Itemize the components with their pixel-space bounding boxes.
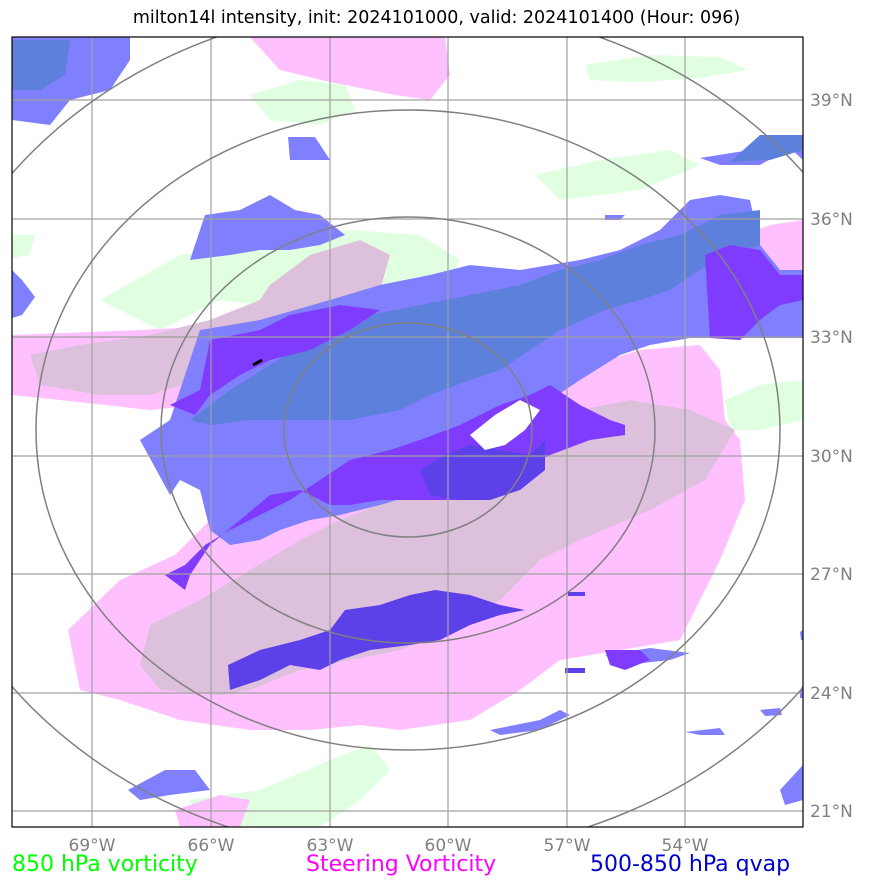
lat-label: 21°N [810,802,853,822]
clear-patch [470,400,540,450]
distance-rings [12,37,803,827]
lat-label: 27°N [810,565,853,585]
lon-label: 66°W [188,836,235,856]
storm-track-marker [252,358,263,367]
lon-label: 57°W [544,836,591,856]
legend-850-vorticity: 850 hPa vorticity [12,852,198,877]
lat-label: 39°N [810,91,853,111]
lat-label: 30°N [810,447,853,467]
lon-label: 69°W [69,836,116,856]
ring-second [160,216,656,644]
lat-label: 24°N [810,684,853,704]
lat-label: 36°N [810,210,853,230]
ring-inner [283,322,533,538]
legend-steering-vorticity: Steering Vorticity [306,852,497,877]
longitude-labels: 69°W 66°W 63°W 60°W 57°W 54°W [69,836,709,856]
lon-label: 54°W [662,836,709,856]
lon-label: 60°W [425,836,472,856]
map-frame [11,36,804,828]
qvap-mid-field [12,40,803,425]
ring-third [35,109,781,751]
graticule [12,37,803,827]
lon-label: 63°W [307,836,354,856]
latitude-labels: 39°N 36°N 33°N 30°N 27°N 24°N 21°N [810,91,853,822]
legend-qvap: 500-850 hPa qvap [590,852,791,877]
lat-label: 33°N [810,328,853,348]
overlap-field [30,240,735,695]
figure-title: milton14l intensity, init: 2024101000, v… [132,8,741,28]
